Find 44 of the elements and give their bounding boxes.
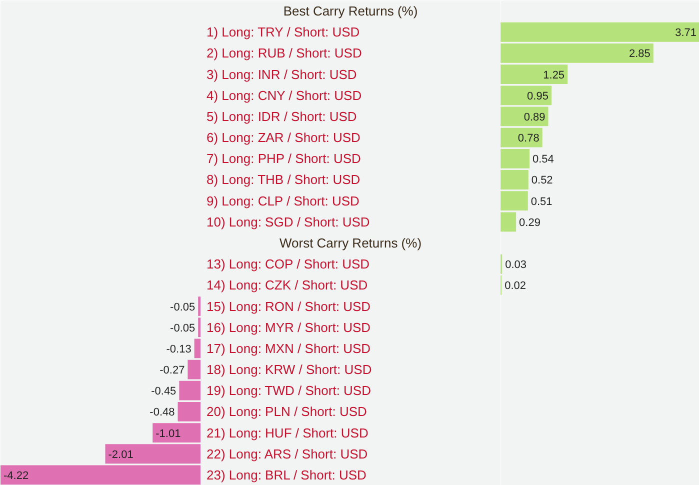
y-tick-label: 1) Long: TRY / Short: USD [206,24,360,40]
y-tick-label: 13) Long: COP / Short: USD [206,256,370,272]
y-tick-label: 3) Long: INR / Short: USD [206,66,357,82]
y-tick-label: 6) Long: ZAR / Short: USD [206,130,360,146]
y-tick-label: 10) Long: SGD / Short: USD [206,214,370,230]
data-label: -0.48 [150,406,175,419]
y-tick-label: 7) Long: PHP / Short: USD [206,151,361,166]
data-label: 0.95 [527,90,548,102]
y-tick-label: 22) Long: ARS / Short: USD [206,446,368,462]
y-tick-label: 18) Long: KRW / Short: USD [206,362,372,378]
data-label: 0.02 [504,280,526,292]
y-tick-label: 19) Long: TWD / Short: USD [206,383,371,398]
data-label: 0.89 [524,111,546,124]
y-tick-label: 17) Long: MXN / Short: USD [206,340,371,356]
data-label: -0.13 [166,343,192,356]
data-label: -4.22 [4,470,29,482]
data-label: 2.85 [628,48,650,60]
y-tick-label: 8) Long: THB / Short: USD [206,172,360,188]
data-label: 0.03 [505,259,527,272]
data-label: -0.05 [170,301,196,314]
data-label: 0.51 [530,196,552,208]
y-tick-label: 20) Long: PLN / Short: USD [206,404,367,420]
y-tick-label: 21) Long: HUF / Short: USD [206,425,368,440]
y-tick-label: 4) Long: CNY / Short: USD [206,88,362,103]
y-tick-label: 14) Long: CZK / Short: USD [206,278,368,293]
y-tick-label: 9) Long: CLP / Short: USD [206,193,360,208]
y-tick-label: 23) Long: BRL / Short: USD [206,467,366,482]
text: Best Carry Returns (%) [283,4,418,19]
data-label: -0.45 [151,386,176,398]
text: Worst Carry Returns (%) [279,236,422,250]
data-label: -1.01 [156,428,181,440]
y-tick-label: 16) Long: MYR / Short: USD [206,320,371,335]
data-label: 1.25 [543,69,565,82]
data-label: 0.78 [518,132,540,145]
data-label: -2.01 [108,448,134,461]
data-label: -0.05 [170,322,196,334]
data-label: 0.29 [519,216,540,229]
data-label: 0.54 [532,154,554,166]
data-label: 0.52 [531,174,553,187]
y-tick-label: 2) Long: RUB / Short: USD [206,46,362,61]
data-label: -0.27 [160,364,185,377]
y-tick-label: 15) Long: RON / Short: USD [206,298,371,314]
data-label: 3.71 [675,27,697,40]
y-tick-label: 5) Long: IDR / Short: USD [206,108,357,124]
